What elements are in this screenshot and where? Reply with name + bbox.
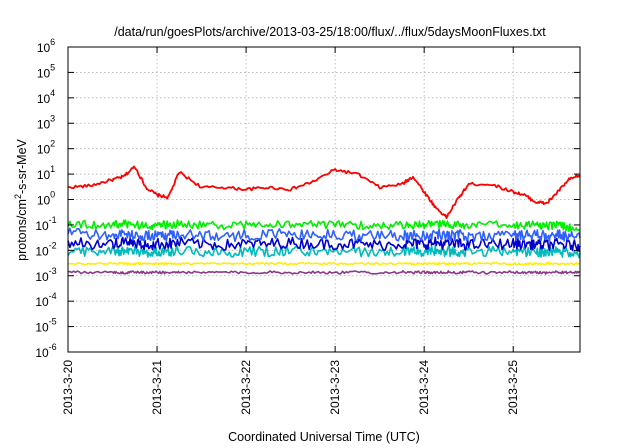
y-tick-label: 10-5 <box>35 317 56 335</box>
series-line-0 <box>67 165 581 220</box>
x-axis-label: Coordinated Universal Time (UTC) <box>228 430 420 444</box>
series-line-5 <box>67 261 581 266</box>
series-line-6 <box>67 269 581 275</box>
y-tick-label: 10-2 <box>35 240 56 258</box>
y-tick-label: 106 <box>37 37 55 55</box>
x-tick-label: 2013-3-21 <box>150 360 164 415</box>
y-axis-label: protons/cm2-s-sr-MeV <box>13 138 29 260</box>
x-tick-label: 2013-3-20 <box>61 360 75 415</box>
series-line-2 <box>67 227 581 243</box>
series-line-3 <box>67 236 581 253</box>
chart-title: /data/run/goesPlots/archive/2013-03-25/1… <box>114 25 546 39</box>
series-layer <box>67 165 581 275</box>
x-axis-ticks: 2013-3-20 2013-3-21 2013-3-22 2013-3-23 2013… <box>61 47 520 415</box>
y-tick-label: 10-4 <box>35 291 56 309</box>
grid-lines <box>68 47 580 352</box>
x-tick-label: 2013-3-22 <box>239 360 253 415</box>
y-tick-label: 100 <box>37 190 55 208</box>
y-tick-label: 103 <box>37 113 55 131</box>
x-tick-label: 2013-3-25 <box>506 360 520 415</box>
y-tick-label: 10-6 <box>35 342 56 360</box>
series-line-1 <box>67 219 581 233</box>
x-tick-label: 2013-3-23 <box>328 360 342 415</box>
y-tick-label: 101 <box>37 164 55 182</box>
x-tick-label: 2013-3-24 <box>417 360 431 415</box>
y-tick-label: 10-1 <box>35 215 56 233</box>
y-tick-label: 105 <box>37 62 55 80</box>
y-tick-label: 10-3 <box>35 266 56 284</box>
y-tick-label: 102 <box>37 139 55 157</box>
y-axis-ticks: 10-6 10-5 10-4 10-3 10-2 10-1 100 101 102 103 104 1… <box>35 37 580 360</box>
y-tick-label: 104 <box>37 88 55 106</box>
